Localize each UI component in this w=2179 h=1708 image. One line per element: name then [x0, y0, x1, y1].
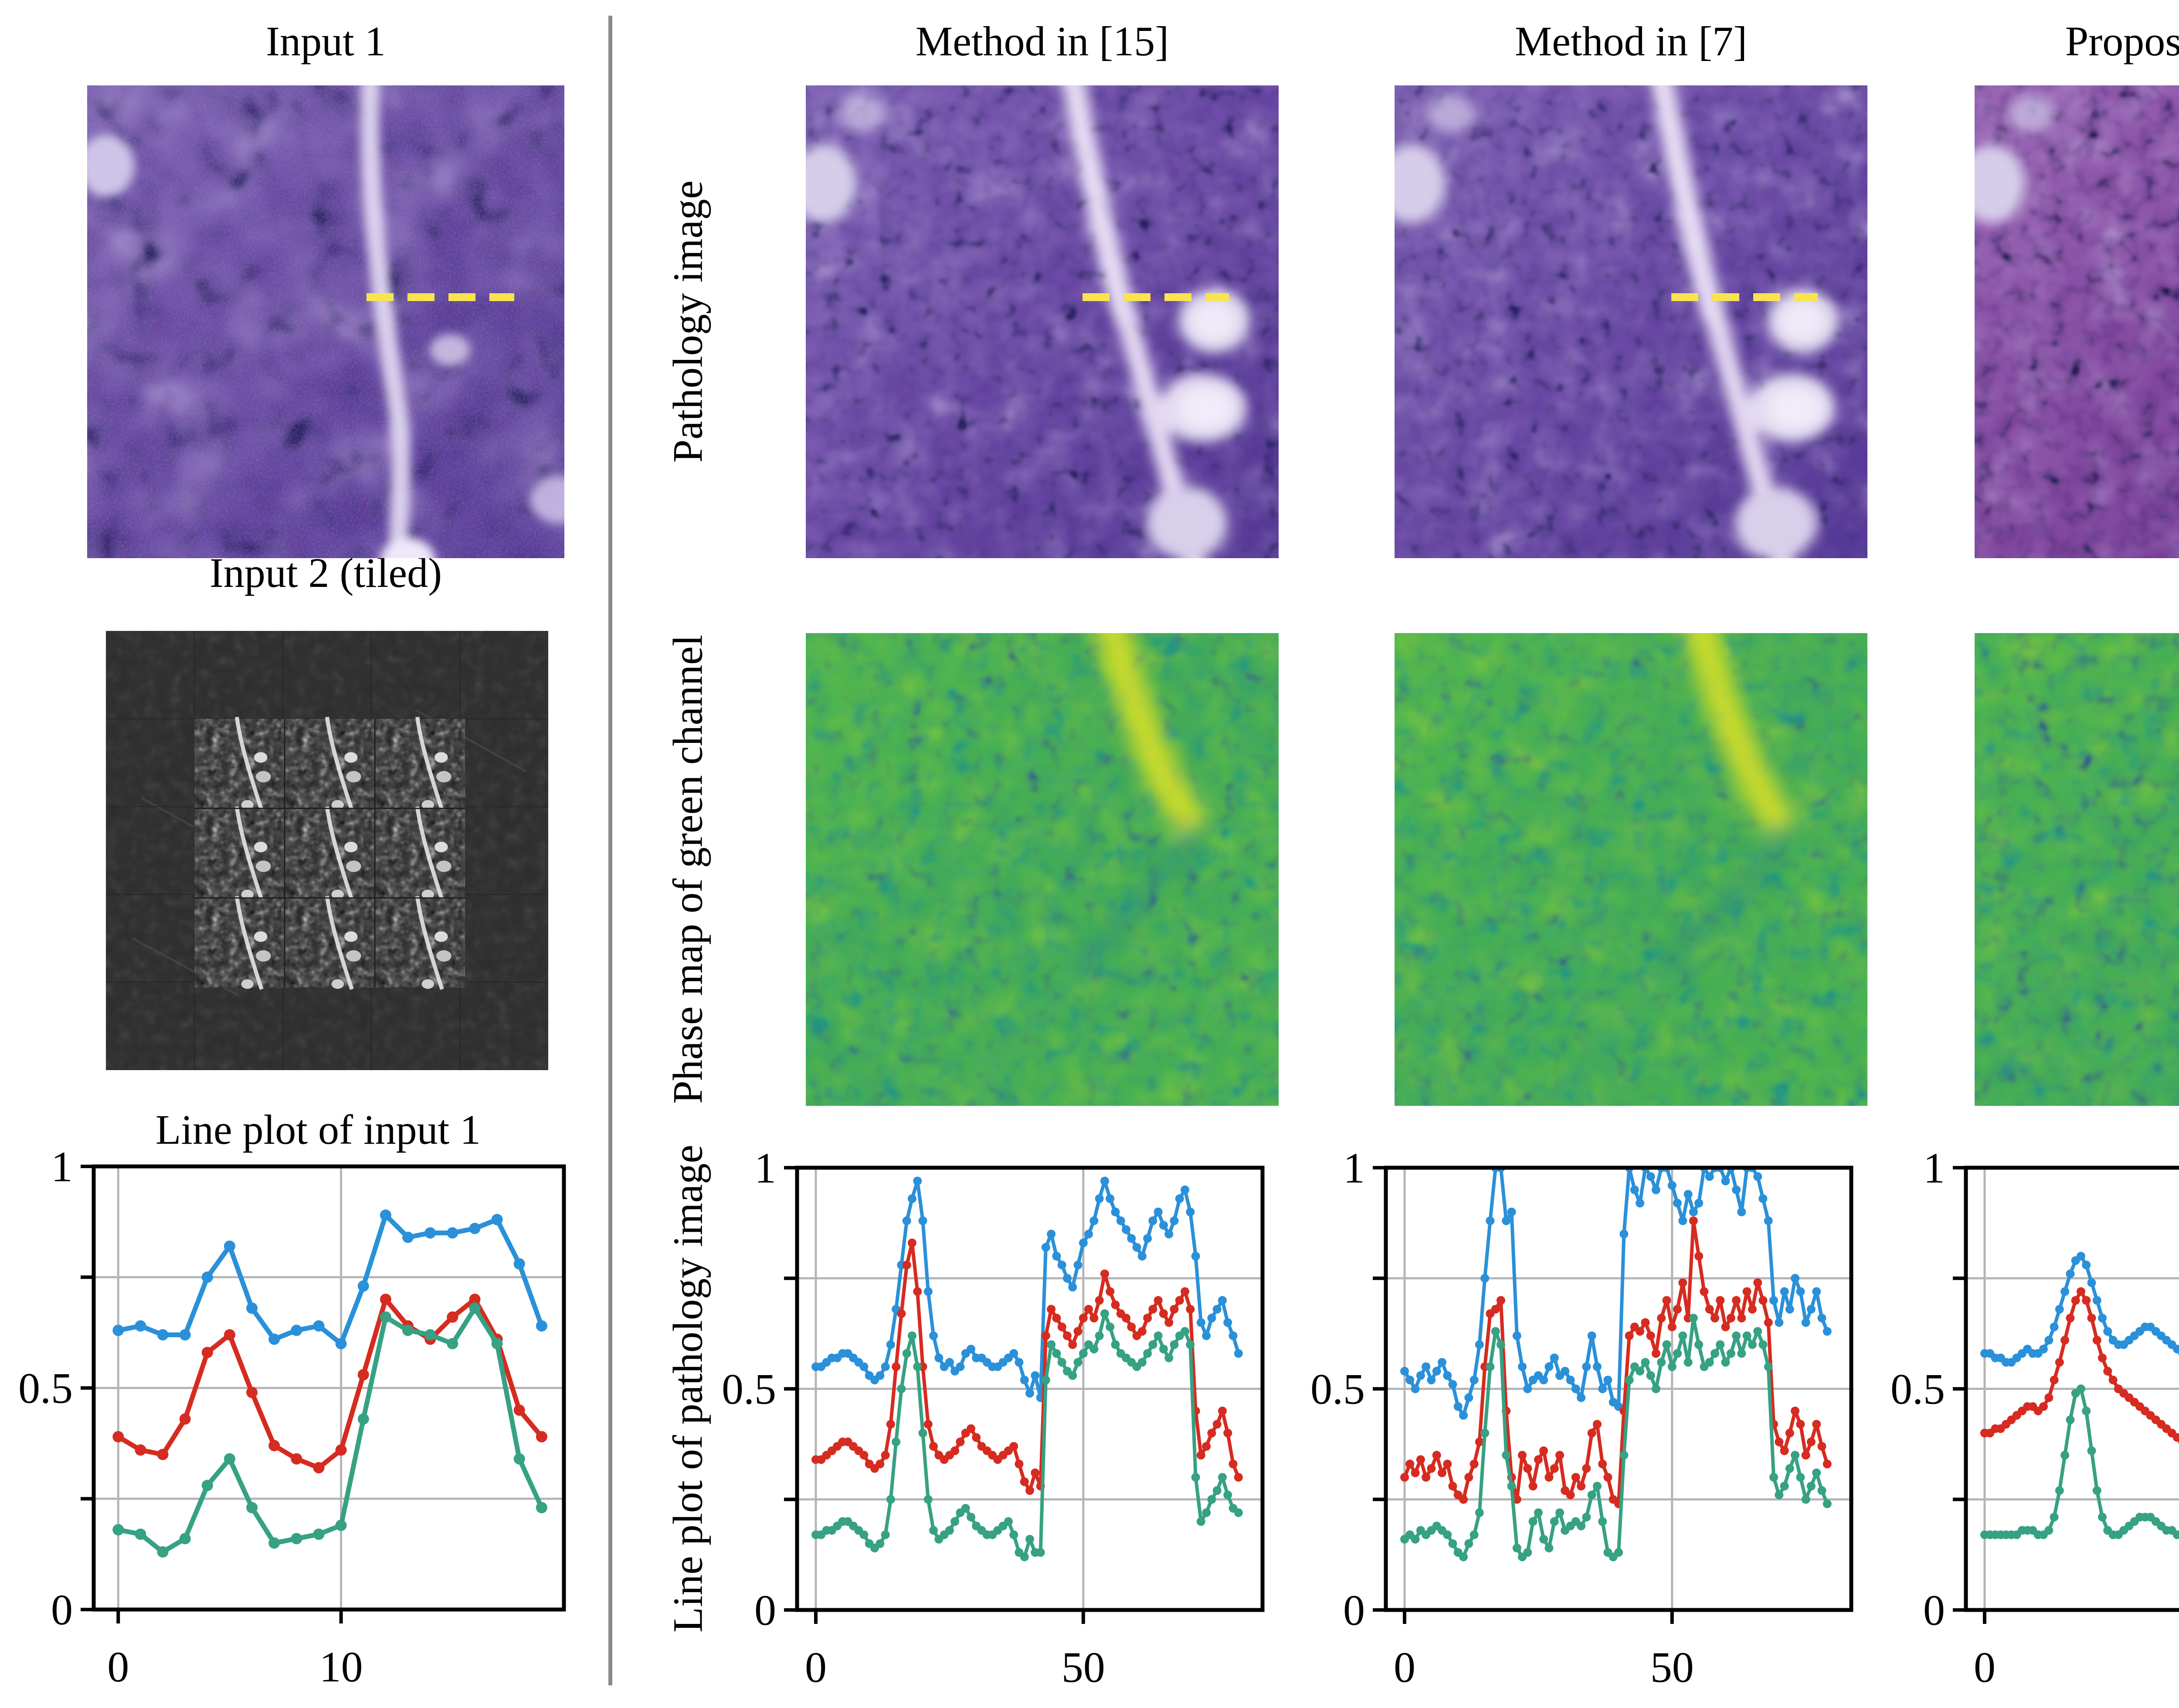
svg-text:10: 10 — [319, 1643, 363, 1691]
line-plot-input1-title: Line plot of input 1 — [155, 1106, 481, 1153]
input2-tiled-image — [106, 631, 548, 1070]
svg-text:0.5: 0.5 — [1310, 1365, 1365, 1413]
row-label-pathology-image: Pathology image — [664, 180, 711, 463]
column-header-method-7: Method in [7] — [1514, 18, 1748, 64]
svg-text:0: 0 — [805, 1643, 827, 1691]
svg-text:0: 0 — [1343, 1586, 1365, 1634]
chart-line-plot-method-7: 0 0.5 1 0 50 — [1307, 1144, 1867, 1706]
column-header-proposed-method: Proposed method — [2065, 18, 2179, 64]
chart-line-plot-method-15: 0 0.5 1 0 50 — [719, 1144, 1278, 1706]
svg-text:0: 0 — [51, 1586, 73, 1634]
svg-text:1: 1 — [1923, 1146, 1945, 1192]
svg-text:0: 0 — [1394, 1643, 1415, 1691]
pathology-image-method-7 — [1395, 85, 1867, 558]
row-label-line-plot: Line plot of pathology image — [664, 1145, 711, 1633]
input1-title: Input 1 — [266, 18, 386, 64]
chart-line-plot-input1: 0 0.5 1 0 10 — [15, 1142, 579, 1705]
input1-image — [87, 85, 564, 558]
svg-text:0.5: 0.5 — [18, 1364, 73, 1413]
svg-text:0: 0 — [754, 1586, 776, 1634]
svg-text:0: 0 — [1923, 1586, 1945, 1634]
pathology-image-method-15 — [806, 85, 1279, 558]
svg-text:0.5: 0.5 — [722, 1365, 776, 1413]
input1-dashed-line-annotation — [366, 293, 514, 302]
svg-text:0.5: 0.5 — [1891, 1365, 1945, 1413]
svg-text:50: 50 — [1650, 1643, 1694, 1691]
phase-map-method-15 — [806, 633, 1279, 1106]
pathology-image-proposed-method — [1975, 85, 2179, 558]
column-header-method-15: Method in [15] — [915, 18, 1169, 64]
svg-text:0: 0 — [1974, 1643, 1996, 1691]
phase-map-proposed-method — [1975, 633, 2179, 1106]
svg-text:50: 50 — [1062, 1643, 1105, 1691]
dashed-line-annotation — [1082, 293, 1229, 302]
phase-map-method-7 — [1395, 633, 1867, 1106]
svg-text:1: 1 — [1343, 1146, 1365, 1192]
dashed-line-annotation — [1671, 293, 1818, 302]
row-label-phase-map: Phase map of green channel — [664, 634, 711, 1104]
svg-text:1: 1 — [51, 1145, 73, 1191]
panel-divider — [608, 16, 612, 1685]
svg-text:1: 1 — [754, 1146, 776, 1192]
svg-text:0: 0 — [107, 1643, 129, 1691]
